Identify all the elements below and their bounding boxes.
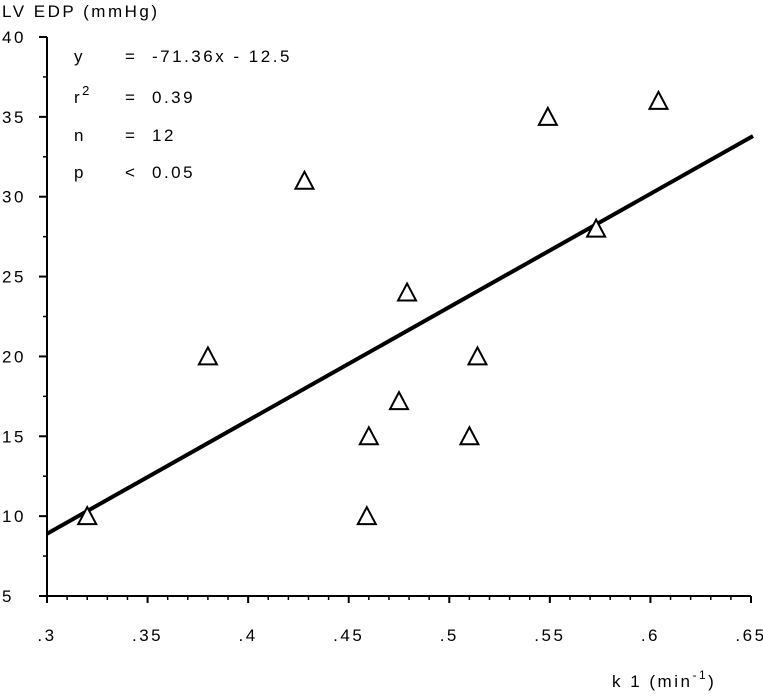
y-tick-label: 5	[2, 587, 14, 606]
stat-value: 0.05	[152, 163, 195, 182]
stat-operator: =	[125, 126, 137, 145]
x-tick-label: .4	[239, 626, 258, 645]
x-tick-label: .55	[534, 626, 565, 645]
y-axis-title: LV EDP (mmHg)	[2, 2, 160, 21]
x-axis-title: k 1 (min-1)	[612, 668, 716, 691]
data-point-triangle	[388, 390, 410, 411]
y-tick-label: 25	[2, 268, 26, 287]
stat-value: 12	[152, 126, 176, 145]
stat-label: y	[74, 47, 85, 66]
stat-label: p	[74, 163, 86, 182]
data-point-triangle	[293, 169, 316, 190]
y-tick-label: 40	[2, 28, 26, 47]
y-tick-label: 10	[2, 507, 26, 526]
y-tick-label: 20	[2, 347, 26, 366]
data-point-triangle	[197, 345, 219, 366]
data-point-triangle	[585, 217, 607, 238]
y-tick-label: 35	[2, 108, 26, 127]
x-axis-title-close: )	[708, 672, 716, 691]
data-point-triangle	[647, 89, 670, 110]
stat-value: 0.39	[152, 88, 195, 107]
data-point-triangle	[396, 281, 418, 302]
x-axis-title-main: k 1 (min	[612, 672, 692, 691]
data-point-triangle	[458, 425, 481, 446]
x-tick-label: .6	[641, 626, 660, 645]
stat-operator: =	[125, 88, 137, 107]
stat-operator: =	[125, 47, 137, 66]
x-tick-label: .5	[440, 626, 459, 645]
data-point-triangle	[76, 505, 98, 526]
stat-label: n	[74, 126, 86, 145]
data-point-triangle	[466, 345, 489, 366]
stat-value: -71.36x - 12.5	[152, 47, 292, 66]
axis-tick-labels: .3 .35 .4 .45 .5 .55 .6 .65 5 10 15 20 25 30 35 40	[2, 28, 763, 645]
x-tick-label: .3	[37, 626, 56, 645]
data-point-triangle	[537, 105, 559, 126]
x-axis-title-superscript: -1	[692, 668, 708, 682]
statistics-annotation: y = -71.36x - 12.5 r2 = 0.39 n = 12 p <0.05	[74, 47, 292, 182]
regression-line	[46, 134, 754, 536]
y-tick-label: 30	[2, 188, 26, 207]
x-tick-label: .45	[333, 626, 364, 645]
stat-operator: <	[125, 163, 137, 182]
regression-line-group	[46, 134, 754, 536]
axes	[46, 37, 751, 597]
axis-ticks	[39, 36, 752, 603]
data-point-triangle	[356, 505, 378, 526]
x-tick-label: .65	[735, 626, 763, 645]
x-tick-label: .35	[132, 626, 163, 645]
data-point-triangle	[358, 425, 380, 446]
y-tick-label: 15	[2, 427, 26, 446]
data-points	[76, 89, 670, 526]
stat-label: r2	[74, 83, 92, 107]
